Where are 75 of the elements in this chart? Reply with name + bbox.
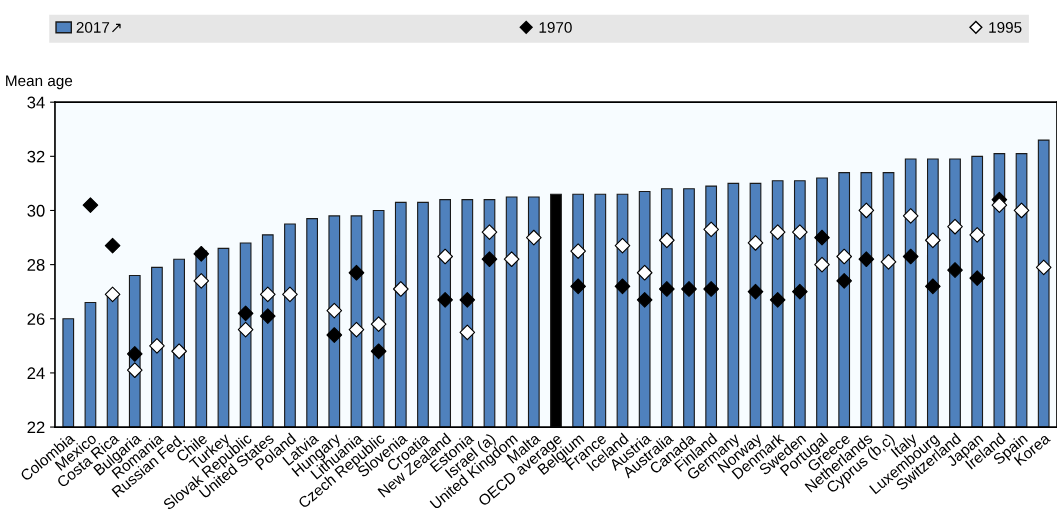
point [902, 208, 919, 224]
point [237, 321, 254, 338]
point [658, 281, 675, 297]
point [747, 283, 764, 300]
point [259, 286, 276, 303]
point [570, 243, 586, 259]
point [282, 286, 298, 303]
point [902, 248, 919, 265]
point [836, 273, 853, 289]
point [947, 262, 963, 278]
point [836, 248, 853, 265]
point [814, 256, 830, 273]
legend-label: 1995 [989, 22, 1022, 33]
point [636, 264, 653, 281]
point [925, 232, 941, 249]
point [792, 224, 808, 240]
point [149, 338, 165, 354]
point [792, 283, 808, 300]
y-tick-label: 22 [27, 421, 45, 434]
point [1013, 202, 1030, 219]
point [193, 273, 210, 289]
point [769, 224, 786, 240]
point [104, 286, 121, 303]
point [969, 227, 986, 243]
point [437, 248, 453, 265]
y-axis-title: Mean age [6, 75, 73, 90]
point [392, 281, 409, 297]
y-tick-label: 32 [27, 150, 45, 163]
point [570, 278, 586, 295]
point [459, 291, 476, 308]
point [348, 321, 365, 338]
point [326, 327, 343, 343]
point [858, 251, 875, 268]
point [814, 229, 830, 246]
point [769, 291, 786, 308]
legend-label: 2017↗ [76, 22, 121, 33]
point [614, 278, 631, 295]
legend-label: 1970 [539, 22, 572, 33]
point [370, 343, 387, 360]
point [636, 291, 653, 308]
point [370, 316, 387, 333]
point [658, 232, 675, 249]
point [481, 224, 498, 240]
point [259, 308, 276, 324]
point [459, 324, 476, 341]
point [126, 362, 143, 379]
point [481, 251, 498, 268]
point [82, 197, 99, 213]
point [326, 302, 343, 319]
point [503, 251, 520, 268]
point [947, 218, 963, 235]
y-tick-label: 30 [27, 204, 45, 217]
point [614, 237, 631, 254]
y-tick-label: 28 [27, 259, 45, 271]
point [703, 221, 720, 238]
point [703, 281, 720, 297]
point [880, 254, 897, 270]
point [969, 270, 986, 286]
point [237, 305, 254, 322]
point [1035, 259, 1052, 276]
point [991, 197, 1008, 213]
point [747, 235, 764, 251]
point [104, 237, 121, 254]
point [171, 343, 187, 360]
y-tick-label: 34 [27, 96, 45, 109]
point [525, 229, 542, 246]
point [858, 202, 875, 219]
point [126, 346, 143, 362]
y-tick-label: 26 [27, 313, 45, 325]
point [348, 264, 365, 281]
point [437, 291, 453, 308]
point [925, 278, 941, 295]
point [681, 281, 697, 297]
point [193, 245, 210, 262]
y-tick-label: 24 [27, 367, 45, 379]
